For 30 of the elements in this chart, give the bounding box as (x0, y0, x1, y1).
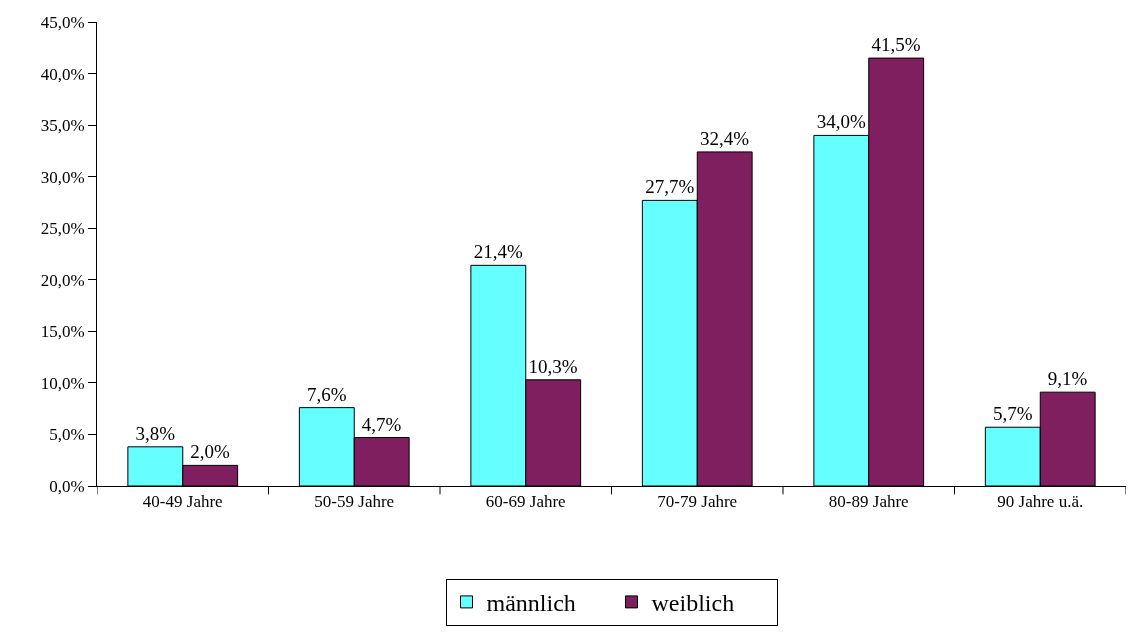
x-tick-label: 80-89 Jahre (828, 492, 909, 512)
x-tick-label: 90 Jahre u.ä. (997, 492, 1084, 512)
y-tick-label: 35,0% (40, 116, 85, 136)
data-label: 3,8% (135, 422, 176, 444)
data-label: 9,1% (1047, 368, 1088, 390)
y-tick-label: 5,0% (49, 425, 85, 445)
x-tick-label: 50-59 Jahre (314, 492, 395, 512)
y-tick-label: 40,0% (40, 64, 85, 84)
legend-label: männlich (486, 590, 576, 617)
data-label: 21,4% (473, 241, 523, 263)
x-tick-label: 60-69 Jahre (485, 492, 566, 512)
y-tick-label: 45,0% (40, 12, 85, 32)
data-label: 10,3% (528, 355, 578, 377)
data-label: 7,6% (306, 383, 347, 405)
y-tick-label: 0,0% (49, 476, 85, 496)
data-label: 5,7% (992, 403, 1033, 425)
y-tick-label: 25,0% (40, 219, 85, 239)
y-tick-label: 10,0% (40, 373, 85, 393)
data-label: 2,0% (190, 441, 231, 463)
y-tick-label: 15,0% (40, 322, 85, 342)
data-label: 27,7% (645, 176, 695, 198)
data-label: 4,7% (361, 413, 402, 435)
x-tick-label: 40-49 Jahre (142, 492, 223, 512)
data-label: 32,4% (700, 127, 750, 149)
legend-label: weiblich (651, 590, 735, 617)
data-label: 34,0% (816, 111, 866, 133)
y-tick-label: 20,0% (40, 270, 85, 290)
x-tick-label: 70-79 Jahre (657, 492, 738, 512)
data-label: 41,5% (871, 34, 921, 56)
y-tick-label: 30,0% (40, 167, 85, 187)
